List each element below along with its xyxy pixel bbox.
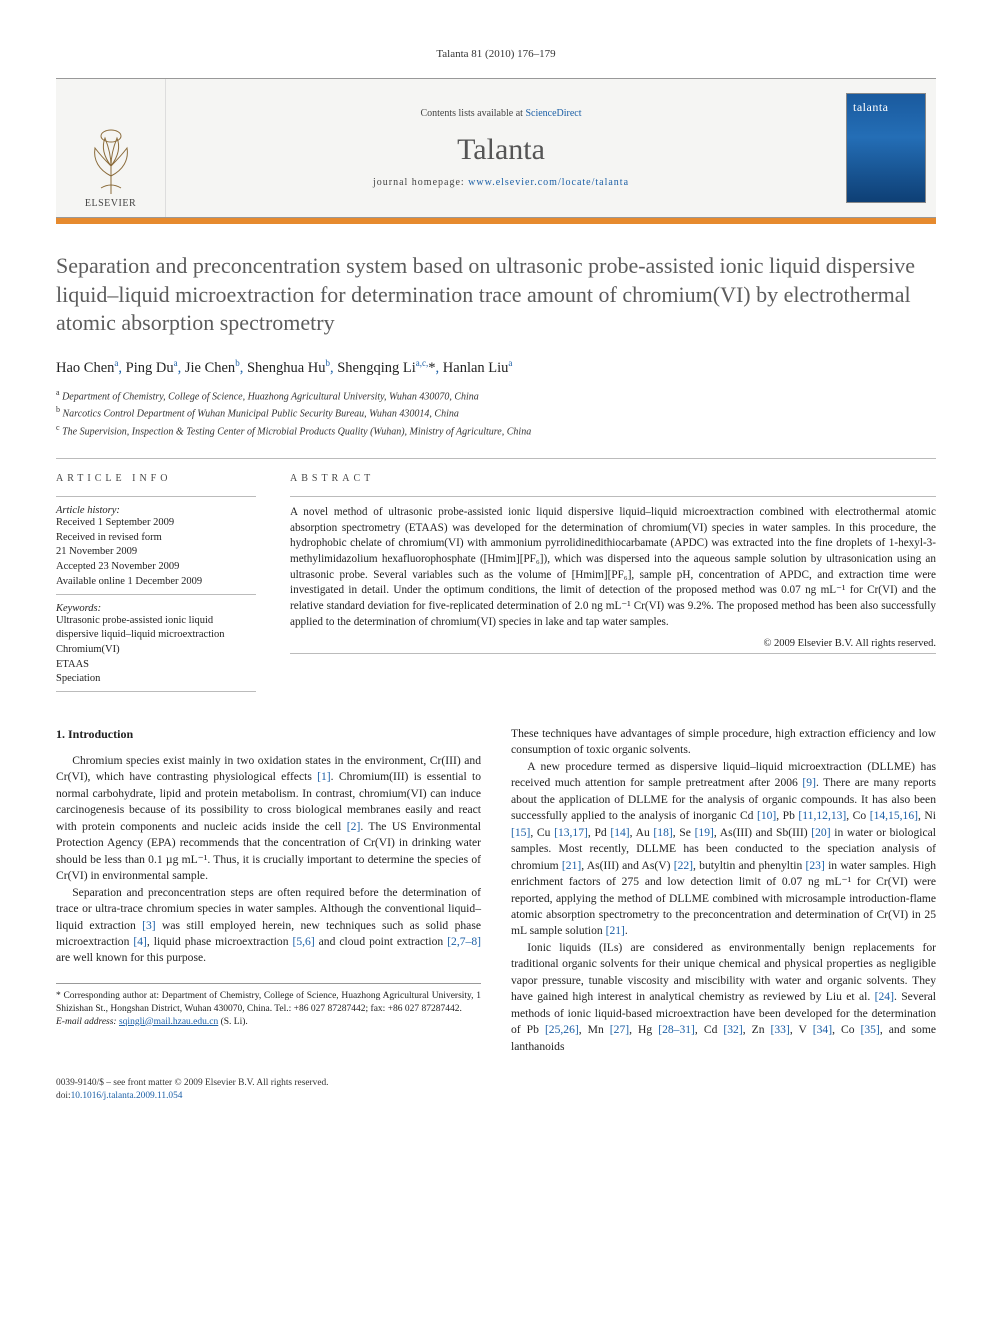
doi-link[interactable]: 10.1016/j.talanta.2009.11.054 <box>71 1091 183 1101</box>
cover-title: talanta <box>853 100 919 115</box>
author-list: Hao Chena, Ping Dua, Jie Chenb, Shenghua… <box>56 358 936 377</box>
abstract-copyright: © 2009 Elsevier B.V. All rights reserved… <box>290 638 936 649</box>
body-paragraph: A new procedure termed as dispersive liq… <box>511 759 936 940</box>
page-footer: 0039-9140/$ – see front matter © 2009 El… <box>56 1077 936 1103</box>
publisher-name: ELSEVIER <box>85 198 136 209</box>
keywords-label: Keywords: <box>56 603 256 614</box>
body-paragraph: Ionic liquids (ILs) are considered as en… <box>511 940 936 1055</box>
sciencedirect-link[interactable]: ScienceDirect <box>525 108 581 119</box>
corr-email-line: E-mail address: sqingli@mail.hzau.edu.cn… <box>56 1016 481 1029</box>
article-info-column: article info Article history: Received 1… <box>56 473 256 700</box>
email-label: E-mail address: <box>56 1017 119 1027</box>
journal-masthead: ELSEVIER Contents lists available at Sci… <box>56 78 936 218</box>
body-paragraph: Chromium species exist mainly in two oxi… <box>56 753 481 885</box>
homepage-prefix: journal homepage: <box>373 177 468 188</box>
footer-front-matter: 0039-9140/$ – see front matter © 2009 El… <box>56 1077 936 1090</box>
body-paragraph: Separation and preconcentration steps ar… <box>56 885 481 967</box>
abstract-column: abstract A novel method of ultrasonic pr… <box>290 473 936 700</box>
elsevier-tree-icon <box>81 126 141 196</box>
journal-cover-thumbnail: talanta <box>846 93 926 203</box>
corresponding-author-footnote: * Corresponding author at: Department of… <box>56 983 481 1028</box>
abstract-text: A novel method of ultrasonic probe-assis… <box>290 505 936 630</box>
contents-available-line: Contents lists available at ScienceDirec… <box>420 108 581 119</box>
footer-doi-line: doi:10.1016/j.talanta.2009.11.054 <box>56 1090 936 1103</box>
corr-email-link[interactable]: sqingli@mail.hzau.edu.cn <box>119 1017 218 1027</box>
keywords-list: Ultrasonic probe-assisted ionic liquiddi… <box>56 614 256 687</box>
article-body: 1. Introduction Chromium species exist m… <box>56 726 936 1055</box>
journal-homepage-line: journal homepage: www.elsevier.com/locat… <box>373 177 629 188</box>
citation-line: Talanta 81 (2010) 176–179 <box>56 48 936 60</box>
section-heading-introduction: 1. Introduction <box>56 726 481 743</box>
publisher-logo-block: ELSEVIER <box>56 79 166 217</box>
body-paragraph: These techniques have advantages of simp… <box>511 726 936 759</box>
masthead-center: Contents lists available at ScienceDirec… <box>166 79 836 217</box>
article-title: Separation and preconcentration system b… <box>56 252 936 338</box>
orange-divider-bar <box>56 218 936 224</box>
contents-prefix: Contents lists available at <box>420 108 525 119</box>
abstract-label: abstract <box>290 473 936 484</box>
cover-thumbnail-block: talanta <box>836 79 936 217</box>
article-info-label: article info <box>56 473 256 484</box>
affiliation-list: a Department of Chemistry, College of Sc… <box>56 387 936 440</box>
journal-homepage-link[interactable]: www.elsevier.com/locate/talanta <box>468 177 629 188</box>
doi-label: doi: <box>56 1091 71 1101</box>
email-suffix: (S. Li). <box>218 1017 248 1027</box>
history-list: Received 1 September 2009Received in rev… <box>56 516 256 589</box>
corr-author-text: * Corresponding author at: Department of… <box>56 990 481 1016</box>
history-label: Article history: <box>56 505 256 516</box>
journal-name: Talanta <box>457 133 545 167</box>
